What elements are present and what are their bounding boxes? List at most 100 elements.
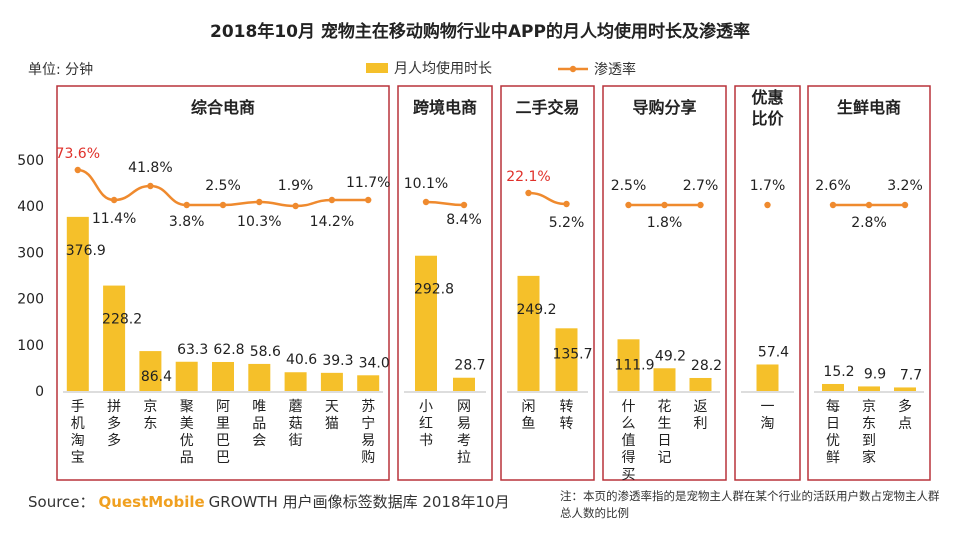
- x-tick-label: 多: [107, 415, 121, 432]
- penetration-point: [110, 196, 118, 204]
- x-tick-label: 街: [289, 433, 303, 449]
- legend-line-marker: [569, 65, 577, 73]
- value-label: 40.6: [286, 352, 317, 368]
- x-tick-label: 巴: [216, 450, 230, 466]
- bar: [858, 386, 880, 391]
- value-label: 28.7: [454, 358, 485, 374]
- penetration-label: 1.9%: [278, 178, 314, 194]
- bar: [320, 372, 343, 391]
- x-tick-label: 日: [826, 416, 840, 432]
- x-tick-label: 买: [622, 467, 636, 483]
- value-label: 62.8: [213, 342, 244, 358]
- x-tick-label: 猫: [325, 416, 339, 432]
- penetration-point: [625, 201, 632, 209]
- category-title: 优惠: [751, 88, 783, 107]
- bar: [66, 216, 89, 391]
- legend-line-label: 渗透率: [594, 61, 636, 78]
- penetration-point: [256, 198, 263, 206]
- category-panel: [56, 85, 390, 481]
- x-tick-label: 红: [419, 416, 433, 432]
- x-tick-label: 么: [622, 416, 636, 432]
- chart-title: 2018年10月 宠物主在移动购物行业中APP的月人均使用时长及渗透率: [210, 21, 750, 42]
- penetration-line: [528, 191, 567, 206]
- bar: [212, 361, 234, 391]
- penetration-point: [183, 201, 190, 209]
- x-tick-label: 机: [71, 416, 85, 432]
- penetration-label: 11.4%: [92, 211, 136, 227]
- penetration-label: 11.7%: [346, 175, 390, 191]
- x-tick-label: 淘: [761, 416, 775, 432]
- x-tick-label: 里: [216, 416, 230, 432]
- bar: [284, 372, 307, 391]
- penetration-point: [563, 200, 570, 208]
- x-tick-label: 优: [826, 433, 840, 449]
- penetration-point: [829, 201, 837, 209]
- penetration-label: 2.6%: [815, 178, 851, 194]
- x-tick-label: 家: [862, 449, 876, 466]
- category-panel: [734, 85, 801, 481]
- x-tick-label: 多: [898, 398, 912, 415]
- x-tick-label: 鲜: [826, 450, 840, 466]
- category-title: 比价: [751, 109, 784, 128]
- x-tick-label: 利: [694, 416, 708, 432]
- x-tick-label: 品: [180, 450, 194, 466]
- x-tick-label: 花: [658, 399, 672, 415]
- x-tick-label: 日: [658, 433, 672, 449]
- bar: [894, 387, 916, 391]
- penetration-point: [525, 189, 532, 197]
- y-tick-label: 0: [35, 384, 44, 400]
- penetration-label: 1.8%: [647, 215, 683, 231]
- x-tick-label: 优: [180, 433, 194, 449]
- source-line: Source： QuestMobile GROWTH 用户画像标签数据库 2018年…: [28, 491, 510, 512]
- unit-label: 单位: 分钟: [28, 61, 93, 78]
- x-tick-label: 鱼: [522, 415, 536, 432]
- footnote: 注：本页的渗透率指的是宠物主人群在某个行业的活跃用户数占宠物主人群总人数的比例: [560, 489, 940, 520]
- category-panel: [500, 85, 595, 481]
- penetration-label: 2.5%: [205, 178, 241, 194]
- bar: [415, 255, 437, 391]
- x-tick-label: 得: [622, 449, 636, 466]
- value-label: 39.3: [322, 353, 353, 369]
- penetration-point: [901, 201, 909, 209]
- x-tick-label: 京: [862, 399, 876, 415]
- x-tick-label: 拼: [107, 399, 121, 415]
- x-tick-label: 生: [658, 416, 672, 432]
- penetration-point: [460, 201, 468, 209]
- bar: [517, 275, 540, 391]
- penetration-point: [365, 196, 372, 204]
- x-tick-label: 一: [761, 399, 775, 415]
- penetration-point: [661, 201, 668, 209]
- category-panel: [602, 85, 727, 481]
- x-tick-label: 转: [560, 416, 574, 432]
- x-tick-label: 美: [180, 416, 194, 432]
- x-tick-label: 苏: [361, 399, 375, 415]
- value-label: 376.9: [66, 243, 106, 259]
- value-label: 49.2: [655, 348, 686, 364]
- penetration-label: 1.7%: [750, 178, 786, 194]
- x-tick-label: 易: [457, 416, 471, 432]
- x-tick-label: 品: [252, 416, 266, 432]
- source-text: GROWTH 用户画像标签数据库 2018年10月: [208, 493, 510, 511]
- penetration-point: [764, 201, 771, 209]
- bar: [689, 377, 712, 391]
- x-tick-label: 小: [419, 399, 433, 415]
- value-label: 135.7: [552, 346, 592, 362]
- category-title: 跨境电商: [413, 98, 477, 117]
- value-label: 63.3: [177, 342, 208, 358]
- penetration-label: 3.2%: [887, 178, 923, 194]
- bar: [248, 363, 271, 391]
- bar: [822, 383, 844, 391]
- category-panel: [397, 85, 493, 481]
- penetration-label: 22.1%: [506, 169, 550, 185]
- y-tick-label: 200: [17, 292, 44, 308]
- value-label: 15.2: [823, 364, 854, 380]
- penetration-label: 41.8%: [128, 160, 172, 176]
- value-label: 9.9: [864, 366, 886, 382]
- value-label: 58.6: [250, 344, 281, 360]
- penetration-label: 14.2%: [310, 214, 354, 230]
- category-title: 综合电商: [191, 98, 255, 117]
- bar: [139, 351, 162, 391]
- x-tick-label: 宝: [71, 450, 85, 466]
